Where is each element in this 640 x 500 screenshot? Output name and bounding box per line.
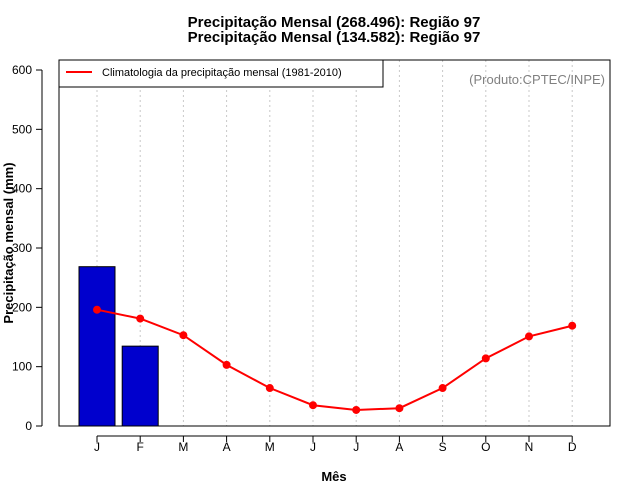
y-axis: 0 100 200 300 400 500 600: [12, 63, 43, 433]
climatology-point: [481, 354, 490, 363]
climatology-point: [179, 331, 188, 340]
x-tick-label: M: [178, 440, 188, 454]
x-tick-label: A: [223, 440, 231, 454]
source-credit: (Produto:CPTEC/INPE): [469, 72, 605, 87]
x-tick-label: A: [395, 440, 403, 454]
climatology-line: [96, 308, 573, 411]
climatology-point: [525, 332, 533, 341]
x-tick-label: N: [525, 440, 534, 454]
y-tick-label: 0: [25, 419, 32, 433]
y-tick-label: 100: [12, 360, 32, 374]
y-tick-label: 300: [12, 241, 32, 255]
climatology-point: [222, 360, 231, 369]
bar-series: [78, 266, 159, 427]
x-tick-label: O: [481, 440, 490, 454]
chart-title-line-2: Precipitação Mensal (134.582): Região 97: [188, 29, 481, 46]
x-tick-label: J: [94, 440, 100, 454]
bar-f-1: [121, 345, 159, 427]
y-tick-label: 400: [12, 182, 32, 196]
climatology-point: [309, 401, 317, 410]
climatology-point: [438, 384, 447, 393]
legend-box: [58, 59, 384, 88]
climatology-point: [352, 405, 361, 414]
y-axis-title: Precipitação mensal (mm): [1, 162, 16, 323]
x-tick-label: D: [568, 440, 577, 454]
climatology-point: [568, 321, 577, 330]
climatology-point: [265, 384, 274, 393]
x-axis-title: Mês: [321, 469, 346, 484]
y-tick-label: 500: [12, 122, 32, 136]
bar-j-0: [78, 266, 116, 427]
y-tick-label: 600: [12, 63, 32, 77]
x-tick-label: S: [439, 440, 447, 454]
climatology-point: [395, 404, 404, 413]
y-tick-label: 200: [12, 300, 32, 314]
grid-lines: [96, 60, 573, 426]
legend: Climatologia da precipitação mensal (198…: [58, 59, 384, 88]
x-tick-label: J: [353, 440, 359, 454]
climatology-point: [136, 314, 145, 323]
chart-title-line-1: Precipitação Mensal (268.496): Região 97: [188, 14, 481, 31]
x-tick-label: J: [310, 440, 316, 454]
climatology-point: [93, 305, 101, 314]
x-tick-label: F: [137, 440, 144, 454]
legend-entry-climatology: Climatologia da precipitação mensal (198…: [102, 67, 342, 79]
line-series: [93, 305, 577, 414]
x-tick-label: M: [265, 440, 275, 454]
